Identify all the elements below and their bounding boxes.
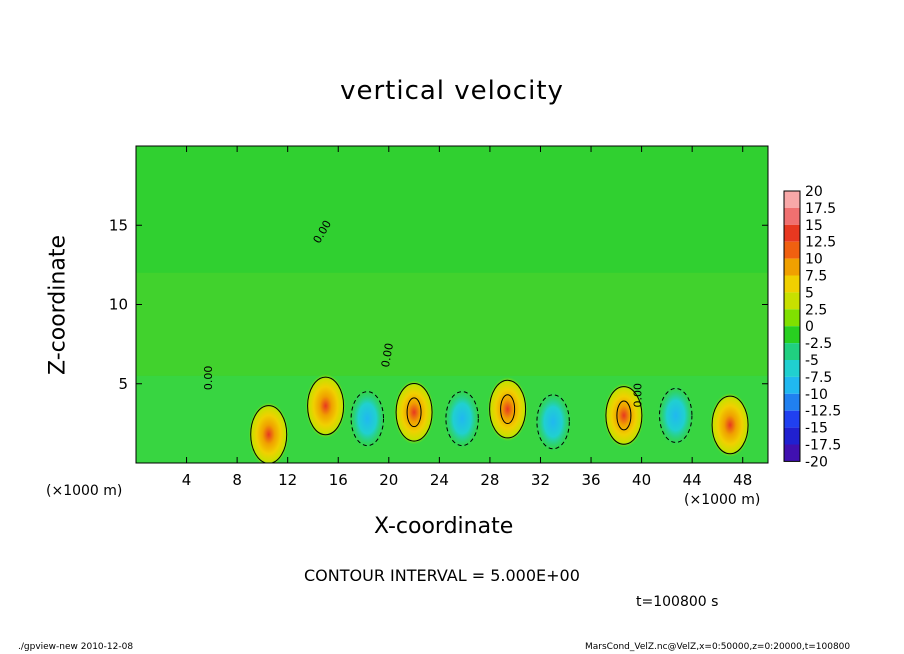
contour-updraft-1	[307, 376, 345, 436]
footer-source: MarsCond_VelZ.nc@VelZ,x=0:50000,z=0:2000…	[585, 642, 851, 652]
colorbar-swatch	[784, 444, 800, 462]
y-tick-label: 5	[118, 375, 128, 393]
cell-updraft-0	[248, 402, 289, 463]
contour-inner-7	[616, 400, 632, 431]
x-tick-label: 4	[182, 471, 192, 489]
contour-updraft-5	[489, 379, 527, 439]
cell-updraft-5	[487, 377, 528, 442]
colorbar-label: 17.5	[805, 201, 836, 217]
x-tick-label: 40	[632, 471, 651, 489]
chart-title: vertical velocity	[340, 76, 564, 106]
colorbar-label: 0	[805, 319, 814, 335]
colorbar-label: 15	[805, 218, 823, 234]
colorbar-swatch	[784, 427, 800, 445]
colorbar-label: -5	[805, 353, 819, 369]
cell-downdraft-8	[657, 385, 694, 446]
contour-inner-3	[406, 397, 422, 428]
colorbar-swatch	[784, 360, 800, 377]
cell-downdraft-6	[535, 391, 572, 452]
x-tick-label: 48	[733, 471, 752, 489]
y-axis: 5 10 15	[109, 216, 768, 393]
cell-updraft-9	[710, 392, 751, 457]
x-axis: 4 8 12 16 20 24 28 32 36 40 44 48	[182, 146, 752, 489]
contour-label: 0.00	[202, 366, 215, 391]
x-tick-label: 16	[329, 471, 348, 489]
colorbar-swatch	[784, 309, 800, 327]
x-unit-label-right: (×1000 m)	[684, 492, 761, 508]
middle-band	[136, 272, 768, 376]
colorbar-label: 20	[805, 184, 823, 200]
colorbar-label: 5	[805, 285, 814, 301]
colorbar-label: -12.5	[805, 404, 841, 420]
x-axis-label: X-coordinate	[374, 514, 514, 539]
colorbar-label: -2.5	[805, 336, 832, 352]
colorbar-label: -15	[805, 421, 828, 437]
colorbar-swatch	[784, 224, 800, 242]
footer-program: ./gpview-new 2010-12-08	[18, 642, 134, 652]
plot-area: 0.000.000.000.00	[135, 145, 769, 464]
x-tick-label: 32	[531, 471, 550, 489]
contour-downdraft-4	[445, 391, 479, 447]
colorbar-label: 10	[805, 252, 823, 268]
x-tick-label: 44	[683, 471, 702, 489]
cell-updraft-7	[603, 383, 644, 448]
colorbar-label: -7.5	[805, 370, 832, 386]
contour-updraft-3	[395, 382, 433, 442]
cell-updraft-3	[394, 380, 435, 445]
colorbar-label: -10	[805, 387, 828, 403]
x-tick-label: 20	[379, 471, 398, 489]
contour-updraft-0	[250, 405, 288, 463]
contour-label: 0.00	[632, 383, 645, 408]
colorbar-swatch	[784, 241, 800, 259]
colorbar-label: 7.5	[805, 269, 827, 285]
colorbar-frame	[783, 190, 801, 462]
colorbar-swatch	[784, 376, 800, 394]
x-tick-label: 12	[278, 471, 297, 489]
contour-downdraft-6	[536, 394, 570, 450]
contour-inner-5	[500, 394, 516, 425]
time-label: t=100800 s	[636, 594, 719, 610]
cell-updraft-1	[305, 373, 346, 438]
contour-updraft-9	[711, 395, 749, 455]
colorbar-swatch	[784, 393, 800, 411]
colorbar-swatch	[784, 343, 800, 360]
y-tick-label: 15	[109, 216, 128, 234]
colorbar-swatch	[784, 326, 800, 344]
cell-downdraft-4	[444, 388, 481, 449]
contour-downdraft-8	[659, 387, 693, 443]
colorbar-swatch	[784, 258, 800, 276]
colorbar-label: -17.5	[805, 438, 841, 454]
contour-label: 0.00	[379, 342, 396, 368]
y-axis-label: Z-coordinate	[45, 235, 71, 375]
contour-downdraft-2	[350, 391, 385, 447]
colorbar-label: -20	[805, 454, 828, 470]
x-tick-label: 24	[430, 471, 449, 489]
colorbar: 2017.51512.5107.552.50-2.5-5-7.5-10-12.5…	[783, 184, 841, 470]
colorbar-label: 12.5	[805, 235, 836, 251]
colorbar-swatch	[784, 292, 800, 310]
colorbar-swatch	[784, 207, 800, 225]
contour-updraft-7	[605, 386, 643, 445]
x-tick-label: 36	[581, 471, 600, 489]
y-tick-label: 10	[109, 296, 128, 314]
colorbar-label: 2.5	[805, 302, 827, 318]
colorbar-swatch	[784, 410, 800, 428]
x-tick-label: 8	[232, 471, 242, 489]
cell-downdraft-2	[349, 388, 386, 449]
colorbar-swatch	[784, 275, 800, 293]
contour-interval-note: CONTOUR INTERVAL = 5.000E+00	[304, 566, 580, 585]
colorbar-swatch	[784, 191, 800, 208]
x-tick-label: 28	[480, 471, 499, 489]
x-unit-label-left: (×1000 m)	[46, 483, 123, 499]
